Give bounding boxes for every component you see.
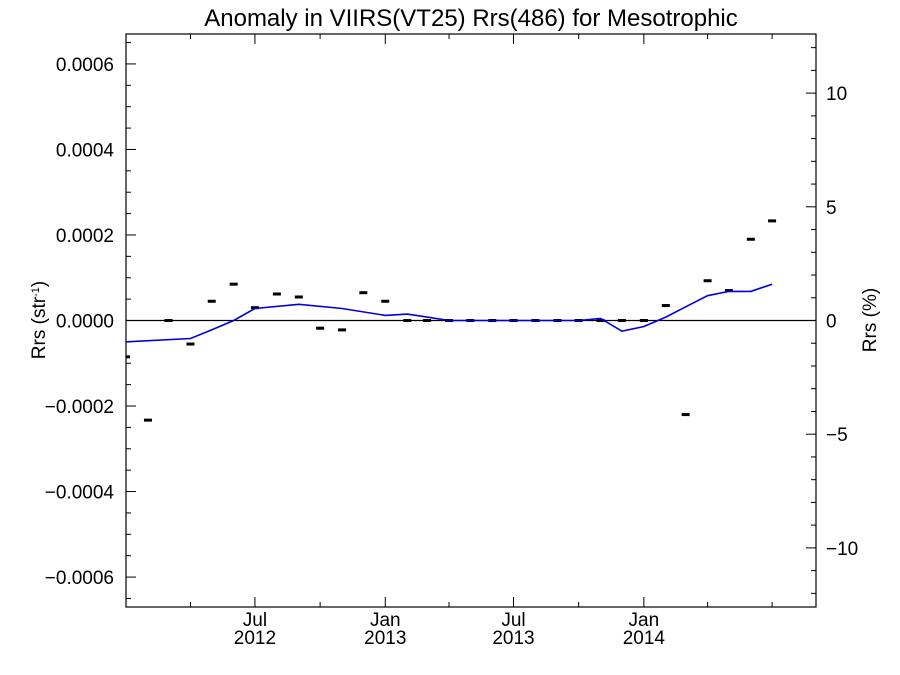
y-right-tick-label: 10 (826, 84, 847, 105)
y-axis-left-label-end: ) (29, 281, 50, 287)
anomaly-point (639, 319, 648, 322)
x-tick-label-month: Jul (243, 610, 267, 631)
anomaly-point (316, 326, 325, 330)
x-tick-label-year: 2012 (234, 628, 276, 649)
anomaly-point (681, 413, 690, 417)
y-left-tick-label: −0.0006 (45, 568, 114, 589)
anomaly-point (661, 304, 670, 308)
anomaly-point (338, 328, 347, 332)
y-axis-left-label-sup: -1 (30, 287, 42, 297)
anomaly-point (703, 279, 712, 283)
y-right-tick-label: 5 (826, 198, 837, 219)
y-right-tick-label: 0 (826, 312, 837, 333)
anomaly-point (207, 299, 216, 303)
anomaly-point (768, 219, 777, 223)
anomaly-point (164, 319, 173, 322)
y-left-tick-label: 0.0006 (56, 55, 114, 76)
chart-title: Anomaly in VIIRS(VT25) Rrs(486) for Meso… (204, 5, 738, 32)
plot-area: −0.0006 −0.0004 −0.0002 0.0000 0.0002 0.0004 0… (45, 33, 858, 649)
x-tick-label-year: 2014 (623, 628, 666, 649)
anomaly-mean-line (126, 283, 773, 343)
y-left-tick-label: 0.0004 (56, 140, 115, 161)
y-left-tick-label: −0.0004 (45, 483, 115, 504)
y-axis-left-label-base: Rrs (str (29, 296, 50, 359)
anomaly-point (403, 319, 412, 322)
y-axis-left-label: Rrs (str-1) (29, 281, 50, 359)
y-right-tick-label: −5 (826, 425, 848, 446)
x-tick-label-month: Jan (370, 610, 401, 631)
anomaly-point (381, 299, 390, 303)
anomaly-point (229, 282, 238, 286)
anomaly-point (617, 319, 626, 322)
x-tick-label-year: 2013 (364, 628, 406, 649)
y-left-tick-label: −0.0002 (45, 397, 114, 418)
x-tick-label-month: Jan (629, 610, 660, 631)
anomaly-point (143, 418, 152, 422)
x-tick-label-month: Jul (501, 610, 525, 631)
anomaly-point (126, 355, 130, 359)
anomaly-point (359, 291, 368, 295)
anomaly-point (250, 306, 259, 310)
anomaly-point (186, 342, 195, 346)
anomaly-point (423, 319, 432, 322)
y-axis-right-label: Rrs (%) (860, 288, 881, 352)
y-left-tick-label: 0.0002 (56, 226, 114, 247)
anomaly-point (272, 292, 281, 296)
anomaly-point (294, 295, 303, 299)
y-right-tick-label: −10 (826, 539, 858, 560)
x-tick-label-year: 2013 (492, 628, 534, 649)
anomaly-point (746, 237, 755, 241)
y-left-tick-label: 0.0000 (56, 312, 114, 333)
anomaly-point (596, 319, 605, 322)
anomaly-point (724, 289, 733, 293)
